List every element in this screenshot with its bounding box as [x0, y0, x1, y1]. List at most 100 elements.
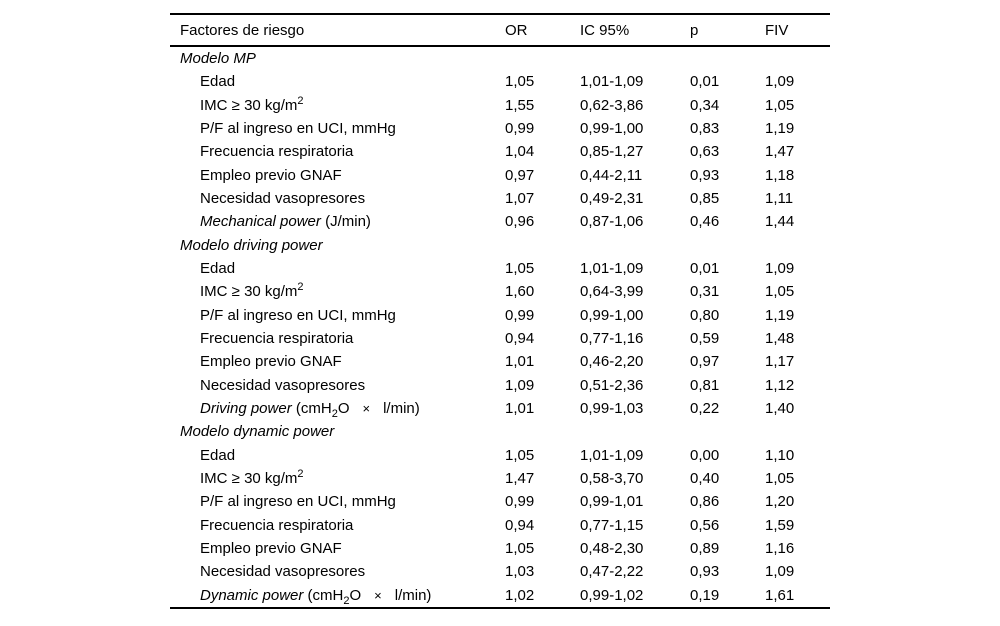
- row-label: Necesidad vasopresores: [170, 564, 505, 579]
- cell-or: 0,99: [505, 306, 535, 324]
- row-label: Empleo previo GNAF: [170, 541, 505, 556]
- label-text: IMC ≥ 30 kg/m: [200, 96, 298, 114]
- cell-ic95: 0,48-2,30: [580, 540, 644, 558]
- label-text: Necesidad vasopresores: [200, 563, 366, 581]
- cell-p: 0,40: [690, 470, 720, 488]
- cell-ic95: 0,99-1,02: [580, 586, 644, 604]
- label-text: (J/min): [320, 213, 371, 231]
- row-label: Dynamic power (cmH2O × l/min): [170, 586, 505, 607]
- cell-p: 0,46: [690, 213, 720, 231]
- label-text: Frecuencia respiratoria: [200, 330, 354, 348]
- cell-ic95: 0,77-1,15: [580, 516, 644, 534]
- label-text: Frecuencia respiratoria: [200, 516, 354, 534]
- cell-ic95: 1,01-1,09: [580, 446, 644, 464]
- table-row: Driving power (cmH2O × l/min) 1,01 0,99-1,03…: [170, 397, 830, 420]
- label-text: l/min): [383, 400, 420, 418]
- table-row: IMC ≥ 30 kg/m2 1,47 0,58-3,70 0,40 1,05: [170, 467, 830, 490]
- row-label: P/F al ingreso en UCI, mmHg: [170, 121, 505, 136]
- cell-or: 1,02: [505, 586, 535, 604]
- label-text: O: [349, 586, 362, 604]
- row-label: IMC ≥ 30 kg/m2: [170, 468, 505, 488]
- table-body: Modelo MP Edad 1,05 1,01-1,09 0,01 1,09 IMC ≥ …: [170, 47, 830, 607]
- cell-ic95: 0,99-1,00: [580, 306, 644, 324]
- italic-text: Driving power: [200, 400, 292, 418]
- cell-p: 0,00: [690, 446, 720, 464]
- cell-fiv: 1,09: [765, 563, 795, 581]
- cell-p: 0,01: [690, 73, 720, 91]
- table-bottom-rule: [170, 607, 830, 609]
- cell-fiv: 1,19: [765, 306, 795, 324]
- label-text: O: [337, 400, 350, 418]
- label-text: IMC ≥ 30 kg/m: [200, 470, 298, 488]
- cell-or: 1,55: [505, 96, 535, 114]
- cell-or: 1,05: [505, 260, 535, 278]
- cell-p: 0,01: [690, 260, 720, 278]
- cell-p: 0,80: [690, 306, 720, 324]
- row-label: Driving power (cmH2O × l/min): [170, 400, 505, 420]
- cell-p: 0,63: [690, 143, 720, 161]
- column-header-or: OR: [505, 21, 528, 39]
- row-label: IMC ≥ 30 kg/m2: [170, 281, 505, 300]
- row-label: Frecuencia respiratoria: [170, 144, 505, 159]
- table-section-row: Modelo dynamic power: [170, 420, 830, 443]
- cell-fiv: 1,61: [765, 586, 795, 604]
- cell-or: 0,97: [505, 166, 535, 184]
- cell-or: 1,01: [505, 400, 535, 418]
- cell-p: 0,86: [690, 493, 720, 511]
- cell-or: 0,94: [505, 330, 535, 348]
- cell-ic95: 0,85-1,27: [580, 143, 644, 161]
- row-label: Necesidad vasopresores: [170, 191, 505, 206]
- cell-or: 1,01: [505, 353, 535, 371]
- table-row: Frecuencia respiratoria 1,04 0,85-1,27 0,63…: [170, 140, 830, 163]
- label-text: Necesidad vasopresores: [200, 190, 366, 208]
- cell-fiv: 1,12: [765, 376, 795, 394]
- cell-or: 1,04: [505, 143, 535, 161]
- cell-ic95: 0,87-1,06: [580, 213, 644, 231]
- row-label: Edad: [170, 74, 505, 89]
- cell-fiv: 1,18: [765, 166, 795, 184]
- row-label: Mechanical power (J/min): [170, 214, 505, 229]
- cell-ic95: 0,49-2,31: [580, 190, 644, 208]
- cell-fiv: 1,05: [765, 96, 795, 114]
- label-text: l/min): [394, 586, 432, 604]
- cell-fiv: 1,11: [765, 190, 794, 208]
- superscript-text: 2: [297, 468, 304, 481]
- cell-or: 0,99: [505, 493, 535, 511]
- label-text: Edad: [200, 446, 236, 464]
- row-label: Edad: [170, 448, 505, 463]
- cell-p: 0,85: [690, 190, 720, 208]
- row-label: Empleo previo GNAF: [170, 168, 505, 183]
- cell-ic95: 0,51-2,36: [580, 376, 644, 394]
- table-header-rule: [170, 45, 830, 47]
- label-text: (cmH: [291, 400, 332, 418]
- row-label: Necesidad vasopresores: [170, 378, 505, 393]
- row-label: Frecuencia respiratoria: [170, 518, 505, 533]
- label-text: Edad: [200, 73, 236, 91]
- cell-fiv: 1,47: [765, 143, 795, 161]
- cell-ic95: 0,46-2,20: [580, 353, 644, 371]
- column-header-ic95: IC 95%: [580, 21, 630, 39]
- cell-p: 0,31: [690, 283, 720, 301]
- cell-p: 0,93: [690, 166, 720, 184]
- cell-p: 0,34: [690, 96, 720, 114]
- table-top-rule: [170, 13, 830, 15]
- cell-or: 1,60: [505, 283, 535, 301]
- row-label: Frecuencia respiratoria: [170, 331, 505, 346]
- label-text: Edad: [200, 260, 236, 278]
- table-row: IMC ≥ 30 kg/m2 1,55 0,62-3,86 0,34 1,05: [170, 94, 830, 117]
- cell-or: 1,47: [505, 470, 535, 488]
- row-label: Edad: [170, 261, 505, 276]
- table-row: Edad 1,05 1,01-1,09 0,01 1,09: [170, 70, 830, 93]
- label-text: Frecuencia respiratoria: [200, 143, 354, 161]
- row-label: P/F al ingreso en UCI, mmHg: [170, 308, 505, 323]
- label-text: Empleo previo GNAF: [200, 353, 342, 371]
- row-label: IMC ≥ 30 kg/m2: [170, 95, 505, 114]
- table-section-row: Modelo MP: [170, 47, 830, 70]
- cell-or: 1,09: [505, 376, 535, 394]
- superscript-text: 2: [297, 281, 304, 294]
- cell-ic95: 1,01-1,09: [580, 260, 644, 278]
- table-row: Empleo previo GNAF 1,05 0,48-2,30 0,89 1,16: [170, 537, 830, 560]
- label-text: Necesidad vasopresores: [200, 376, 366, 394]
- table-section-row: Modelo driving power: [170, 234, 830, 257]
